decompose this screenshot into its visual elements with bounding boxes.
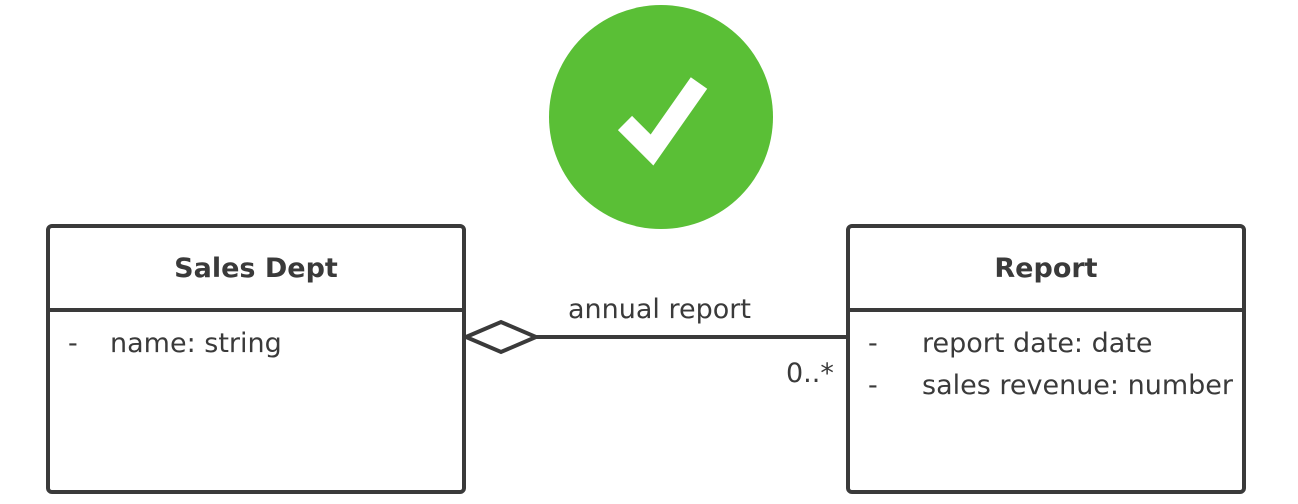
aggregation-diamond-icon: [460, 319, 542, 355]
attribute-text: name: string: [110, 327, 282, 359]
attribute-visibility: -: [868, 327, 878, 359]
association-label: annual report: [568, 294, 751, 325]
class-attributes: - report date: date - sales revenue: num…: [850, 312, 1242, 406]
attribute-visibility: -: [868, 369, 878, 401]
class-header: Sales Dept: [50, 228, 462, 312]
class-header: Report: [850, 228, 1242, 312]
class-sales-dept[interactable]: Sales Dept - name: string: [46, 224, 466, 494]
attribute-visibility: -: [68, 327, 78, 359]
class-name: Report: [994, 252, 1098, 284]
attribute-row: - sales revenue: number: [850, 364, 1242, 406]
checkmark-icon: [549, 5, 773, 229]
attribute-row: - name: string: [50, 322, 462, 364]
class-report[interactable]: Report - report date: date - sales reven…: [846, 224, 1246, 494]
attribute-text: sales revenue: number: [922, 369, 1233, 401]
attribute-text: report date: date: [922, 327, 1153, 359]
class-attributes: - name: string: [50, 312, 462, 364]
multiplicity-label: 0..*: [786, 358, 834, 389]
class-name: Sales Dept: [174, 252, 338, 284]
attribute-row: - report date: date: [850, 322, 1242, 364]
